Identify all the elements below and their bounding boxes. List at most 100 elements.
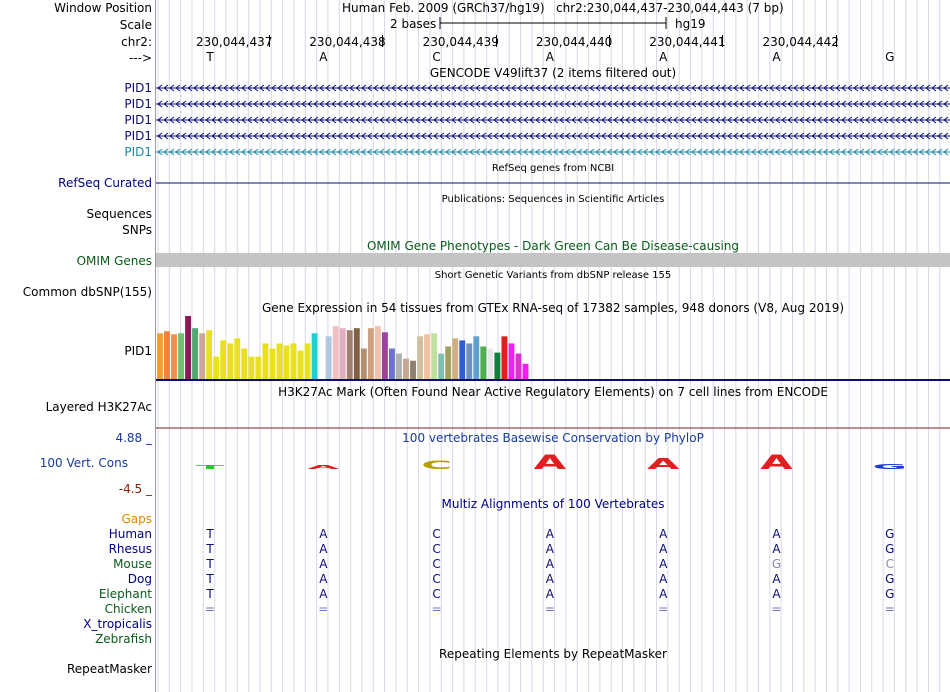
refseq-track-title: RefSeq genes from NCBI	[491, 163, 615, 174]
multiz-gaps-label[interactable]: Gaps	[121, 512, 152, 526]
gtex-bar	[220, 340, 227, 379]
gtex-bar	[241, 348, 248, 379]
gtex-bar	[480, 346, 487, 379]
gtex-bar	[304, 343, 311, 379]
gtex-bar	[381, 332, 388, 379]
gtex-bar	[353, 328, 360, 379]
gtex-bar	[297, 350, 304, 379]
gtex-bar	[396, 353, 402, 379]
strand-label: --->	[128, 51, 152, 65]
omim-feature[interactable]	[156, 253, 950, 267]
h3k27ac-label[interactable]: Layered H3K27Ac	[45, 400, 152, 414]
multiz-base: T	[206, 587, 214, 601]
multiz-base: A	[545, 572, 554, 586]
multiz-base: A	[772, 527, 781, 541]
multiz-base: A	[659, 572, 668, 586]
window-position-label: Window Position	[54, 1, 152, 15]
multiz-species-label[interactable]: Zebrafish	[95, 632, 152, 646]
gencode-transcripts[interactable]	[156, 80, 950, 160]
cons-logo-letter: G	[873, 463, 907, 471]
gtex-bar	[157, 333, 163, 379]
gtex-bar	[199, 333, 206, 379]
gtex-bar	[227, 343, 234, 379]
gtex-bar	[276, 343, 283, 379]
multiz-base: A	[772, 587, 781, 601]
gencode-transcript-label[interactable]: PID1	[124, 97, 152, 111]
gtex-bar	[290, 343, 297, 379]
refseq-feature[interactable]	[156, 176, 950, 190]
gtex-bar	[360, 348, 367, 379]
gencode-strand-arrows	[157, 132, 949, 140]
gtex-bar	[466, 343, 473, 379]
gencode-track-title: GENCODE V49lift37 (2 items filtered out)	[429, 66, 677, 80]
publications-snps-label[interactable]: SNPs	[122, 223, 152, 237]
ruler-tick	[495, 35, 497, 47]
multiz-base: =	[771, 602, 782, 616]
gtex-bar	[262, 343, 269, 379]
reference-base: T	[206, 50, 214, 64]
multiz-base: A	[319, 542, 328, 556]
cons-logo-letter: C	[421, 459, 452, 472]
multiz-base: C	[432, 587, 441, 601]
repeatmasker-label[interactable]: RepeatMasker	[66, 662, 152, 676]
multiz-base: A	[772, 542, 781, 556]
scale-label: Scale	[119, 18, 152, 32]
multiz-base: G	[885, 527, 895, 541]
multiz-base: T	[206, 542, 214, 556]
gencode-transcript-label[interactable]: PID1	[124, 113, 152, 127]
multiz-track-title: Multiz Alignments of 100 Vertebrates	[441, 497, 665, 511]
h3k27ac-baseline	[156, 427, 950, 429]
gencode-strand-arrows	[157, 84, 949, 92]
multiz-base: G	[885, 572, 895, 586]
gencode-strand-arrows	[157, 100, 949, 108]
gtex-bar	[487, 348, 494, 379]
multiz-base: =	[884, 602, 895, 616]
gtex-track-title: Gene Expression in 54 tissues from GTEx …	[261, 301, 845, 315]
gtex-bar	[171, 334, 177, 379]
cons-logo-letter: A	[307, 464, 341, 471]
multiz-base: =	[204, 602, 216, 616]
multiz-species-label[interactable]: X_tropicalis	[83, 617, 152, 631]
gtex-bar	[213, 356, 220, 379]
multiz-base: A	[319, 572, 328, 586]
ruler-tick-label: 230,044,440	[535, 35, 613, 49]
publications-sequences-label[interactable]: Sequences	[86, 207, 152, 221]
multiz-base: C	[432, 557, 441, 571]
omim-track-title: OMIM Gene Phenotypes - Dark Green Can Be…	[366, 239, 740, 253]
multiz-species-label[interactable]: Chicken	[104, 602, 152, 616]
refseq-label[interactable]: RefSeq Curated	[58, 176, 152, 190]
gencode-strand-arrows	[157, 116, 949, 124]
gtex-bar	[438, 353, 445, 379]
ruler-tick-label: 230,044,441	[649, 35, 726, 49]
gencode-transcript-label[interactable]: PID1	[124, 81, 152, 95]
gtex-bar	[332, 326, 339, 379]
dbsnp-label[interactable]: Common dbSNP(155)	[22, 285, 152, 299]
gtex-label[interactable]: PID1	[124, 344, 152, 358]
cons-min-label: -4.5 _	[118, 482, 152, 496]
gtex-bar-chart[interactable]	[156, 314, 950, 384]
gencode-transcript-label[interactable]: PID1	[124, 145, 152, 159]
gtex-bar	[431, 333, 438, 379]
omim-label[interactable]: OMIM Genes	[76, 254, 152, 268]
h3k27ac-track-title: H3K27Ac Mark (Often Found Near Active Re…	[278, 385, 828, 399]
gencode-transcript-label[interactable]: PID1	[124, 129, 152, 143]
gtex-bar	[192, 328, 199, 379]
multiz-base: A	[545, 542, 554, 556]
gtex-bar	[459, 340, 466, 379]
multiz-species-label[interactable]: Human	[108, 527, 152, 541]
ruler-tick	[835, 35, 837, 47]
ruler-tick	[722, 35, 724, 47]
multiz-species-label[interactable]: Dog	[127, 572, 152, 586]
multiz-base: A	[545, 557, 554, 571]
assembly-name: Human Feb. 2009 (GRCh37/hg19)	[342, 1, 545, 15]
gtex-bar	[374, 326, 381, 379]
multiz-species-label[interactable]: Rhesus	[108, 542, 152, 556]
multiz-species-label[interactable]: Mouse	[113, 557, 152, 571]
gencode-strand-arrows	[157, 148, 949, 156]
gtex-bar	[339, 328, 346, 379]
multiz-species-label[interactable]: Elephant	[98, 587, 152, 601]
cons-label[interactable]: 100 Vert. Cons	[39, 456, 128, 470]
gtex-bar	[403, 358, 409, 379]
multiz-base: C	[432, 572, 441, 586]
